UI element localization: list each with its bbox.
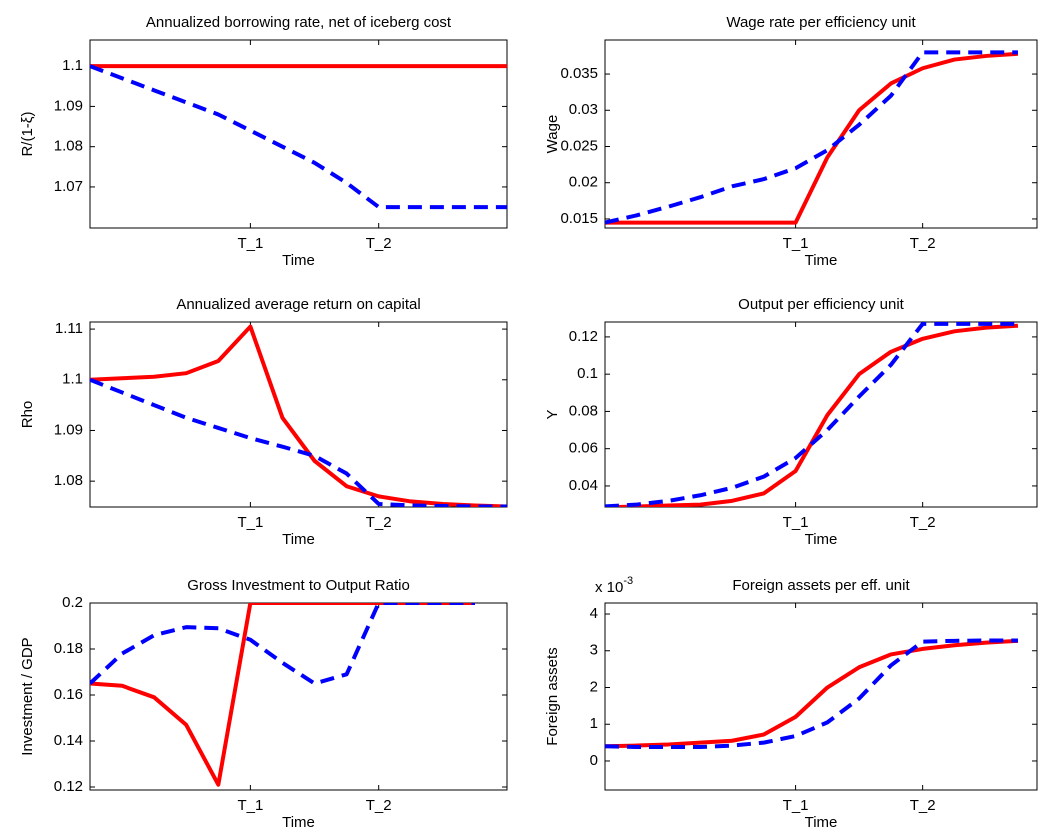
subplot: Foreign assets per eff. unit 0 1 2 3 4 T_1 T_2 T…: [544, 575, 1038, 831]
y-axis-label: R/(1-ξ): [19, 111, 36, 156]
series-line: [605, 638, 1019, 749]
chart-title: Annualized borrowing rate, net of iceber…: [146, 14, 452, 31]
y-tick-label: 1.1: [62, 371, 83, 388]
y-tick-label: 0.2: [62, 594, 83, 611]
y-scale-base: x 10: [595, 579, 623, 596]
y-tick-label: 1: [590, 715, 598, 732]
axes-box: [89, 321, 508, 508]
y-tick-label: 0.06: [569, 440, 598, 457]
y-scale-exponent: -3: [623, 575, 633, 587]
subplot: Output per efficiency unit 0.04 0.06 0.08 0.…: [544, 296, 1038, 548]
plot-area: [605, 322, 1019, 507]
y-tick-label: 0.14: [54, 732, 83, 749]
y-tick-label: 0.1: [577, 365, 598, 382]
x-tick-label: T_2: [910, 797, 936, 814]
x-tick-label: T_2: [366, 235, 392, 252]
x-tick-label: T_1: [237, 514, 263, 531]
y-tick-label: 0.12: [569, 328, 598, 345]
x-axis-label: Time: [805, 814, 838, 831]
x-tick-label: T_1: [237, 235, 263, 252]
x-tick-label: T_1: [783, 797, 809, 814]
series-line: [90, 603, 475, 787]
y-tick-label: 0.015: [560, 210, 598, 227]
plot-area: [90, 603, 475, 787]
subplot: Annualized borrowing rate, net of iceber…: [19, 14, 508, 269]
y-tick-label: 3: [590, 642, 598, 659]
y-tick-label: 1.07: [54, 178, 83, 195]
subplot: Annualized average return on capital 1.08…: [19, 296, 508, 548]
axes-box: [604, 39, 1038, 229]
subplot: Gross Investment to Output Ratio 0.12 0.14…: [19, 577, 508, 831]
chart-title: Gross Investment to Output Ratio: [187, 577, 410, 594]
y-tick-label: 0.035: [560, 65, 598, 82]
y-tick-label: 0.03: [569, 101, 598, 118]
y-tick-label: 1.09: [54, 97, 83, 114]
x-axis-label: Time: [805, 531, 838, 548]
subplot: Wage rate per efficiency unit 0.015 0.02 0.…: [544, 14, 1038, 269]
y-tick-label: 0.18: [54, 640, 83, 657]
y-tick-label: 0: [590, 752, 598, 769]
y-axis-label: Wage: [544, 115, 561, 154]
series-line: [605, 322, 1018, 507]
x-tick-label: T_2: [366, 797, 392, 814]
chart-title: Output per efficiency unit: [738, 296, 904, 313]
plot-area: [605, 50, 1019, 225]
series-line: [605, 50, 1018, 225]
series-line: [605, 51, 1019, 225]
y-tick-label: 0.02: [569, 174, 598, 191]
chart-title: Wage rate per efficiency unit: [726, 14, 916, 31]
y-tick-label: 0.16: [54, 686, 83, 703]
y-tick-label: 4: [590, 605, 598, 622]
y-tick-label: 2: [590, 678, 598, 695]
x-tick-label: T_1: [783, 514, 809, 531]
plot-area: [90, 64, 507, 210]
series-line: [90, 64, 507, 210]
y-tick-label: 1.08: [54, 472, 83, 489]
y-tick-label: 0.04: [569, 477, 598, 494]
series-line: [90, 377, 507, 507]
chart-title: Foreign assets per eff. unit: [732, 577, 910, 594]
chart-title: Annualized average return on capital: [176, 296, 420, 313]
x-tick-label: T_2: [910, 514, 936, 531]
y-axis-label: Rho: [19, 401, 36, 429]
x-tick-label: T_1: [237, 797, 263, 814]
y-tick-label: 1.09: [54, 421, 83, 438]
series-line: [90, 324, 507, 507]
axes-box: [89, 602, 508, 791]
x-tick-label: T_2: [366, 514, 392, 531]
x-axis-label: Time: [282, 531, 315, 548]
series-line: [605, 638, 1018, 750]
y-axis-label: Y: [544, 409, 561, 419]
y-tick-label: 1.11: [55, 320, 83, 337]
x-tick-label: T_2: [910, 235, 936, 252]
y-tick-label: 0.12: [54, 778, 83, 795]
plot-area: [90, 324, 507, 507]
axes-box: [89, 39, 508, 229]
x-axis-label: Time: [282, 252, 315, 269]
plot-area: [605, 638, 1019, 750]
y-tick-label: 1.08: [54, 138, 83, 155]
y-axis-label: Investment / GDP: [19, 637, 36, 755]
x-tick-label: T_1: [783, 235, 809, 252]
y-axis-label: Foreign assets: [544, 647, 561, 745]
y-tick-label: 0.025: [560, 137, 598, 154]
axes-box: [604, 321, 1038, 508]
y-tick-label: 1.1: [62, 57, 83, 74]
y-tick-label: 0.08: [569, 402, 598, 419]
x-axis-label: Time: [805, 252, 838, 269]
y-scale-label: x 10-3: [595, 575, 633, 596]
x-axis-label: Time: [282, 814, 315, 831]
axes-box: [604, 602, 1038, 791]
